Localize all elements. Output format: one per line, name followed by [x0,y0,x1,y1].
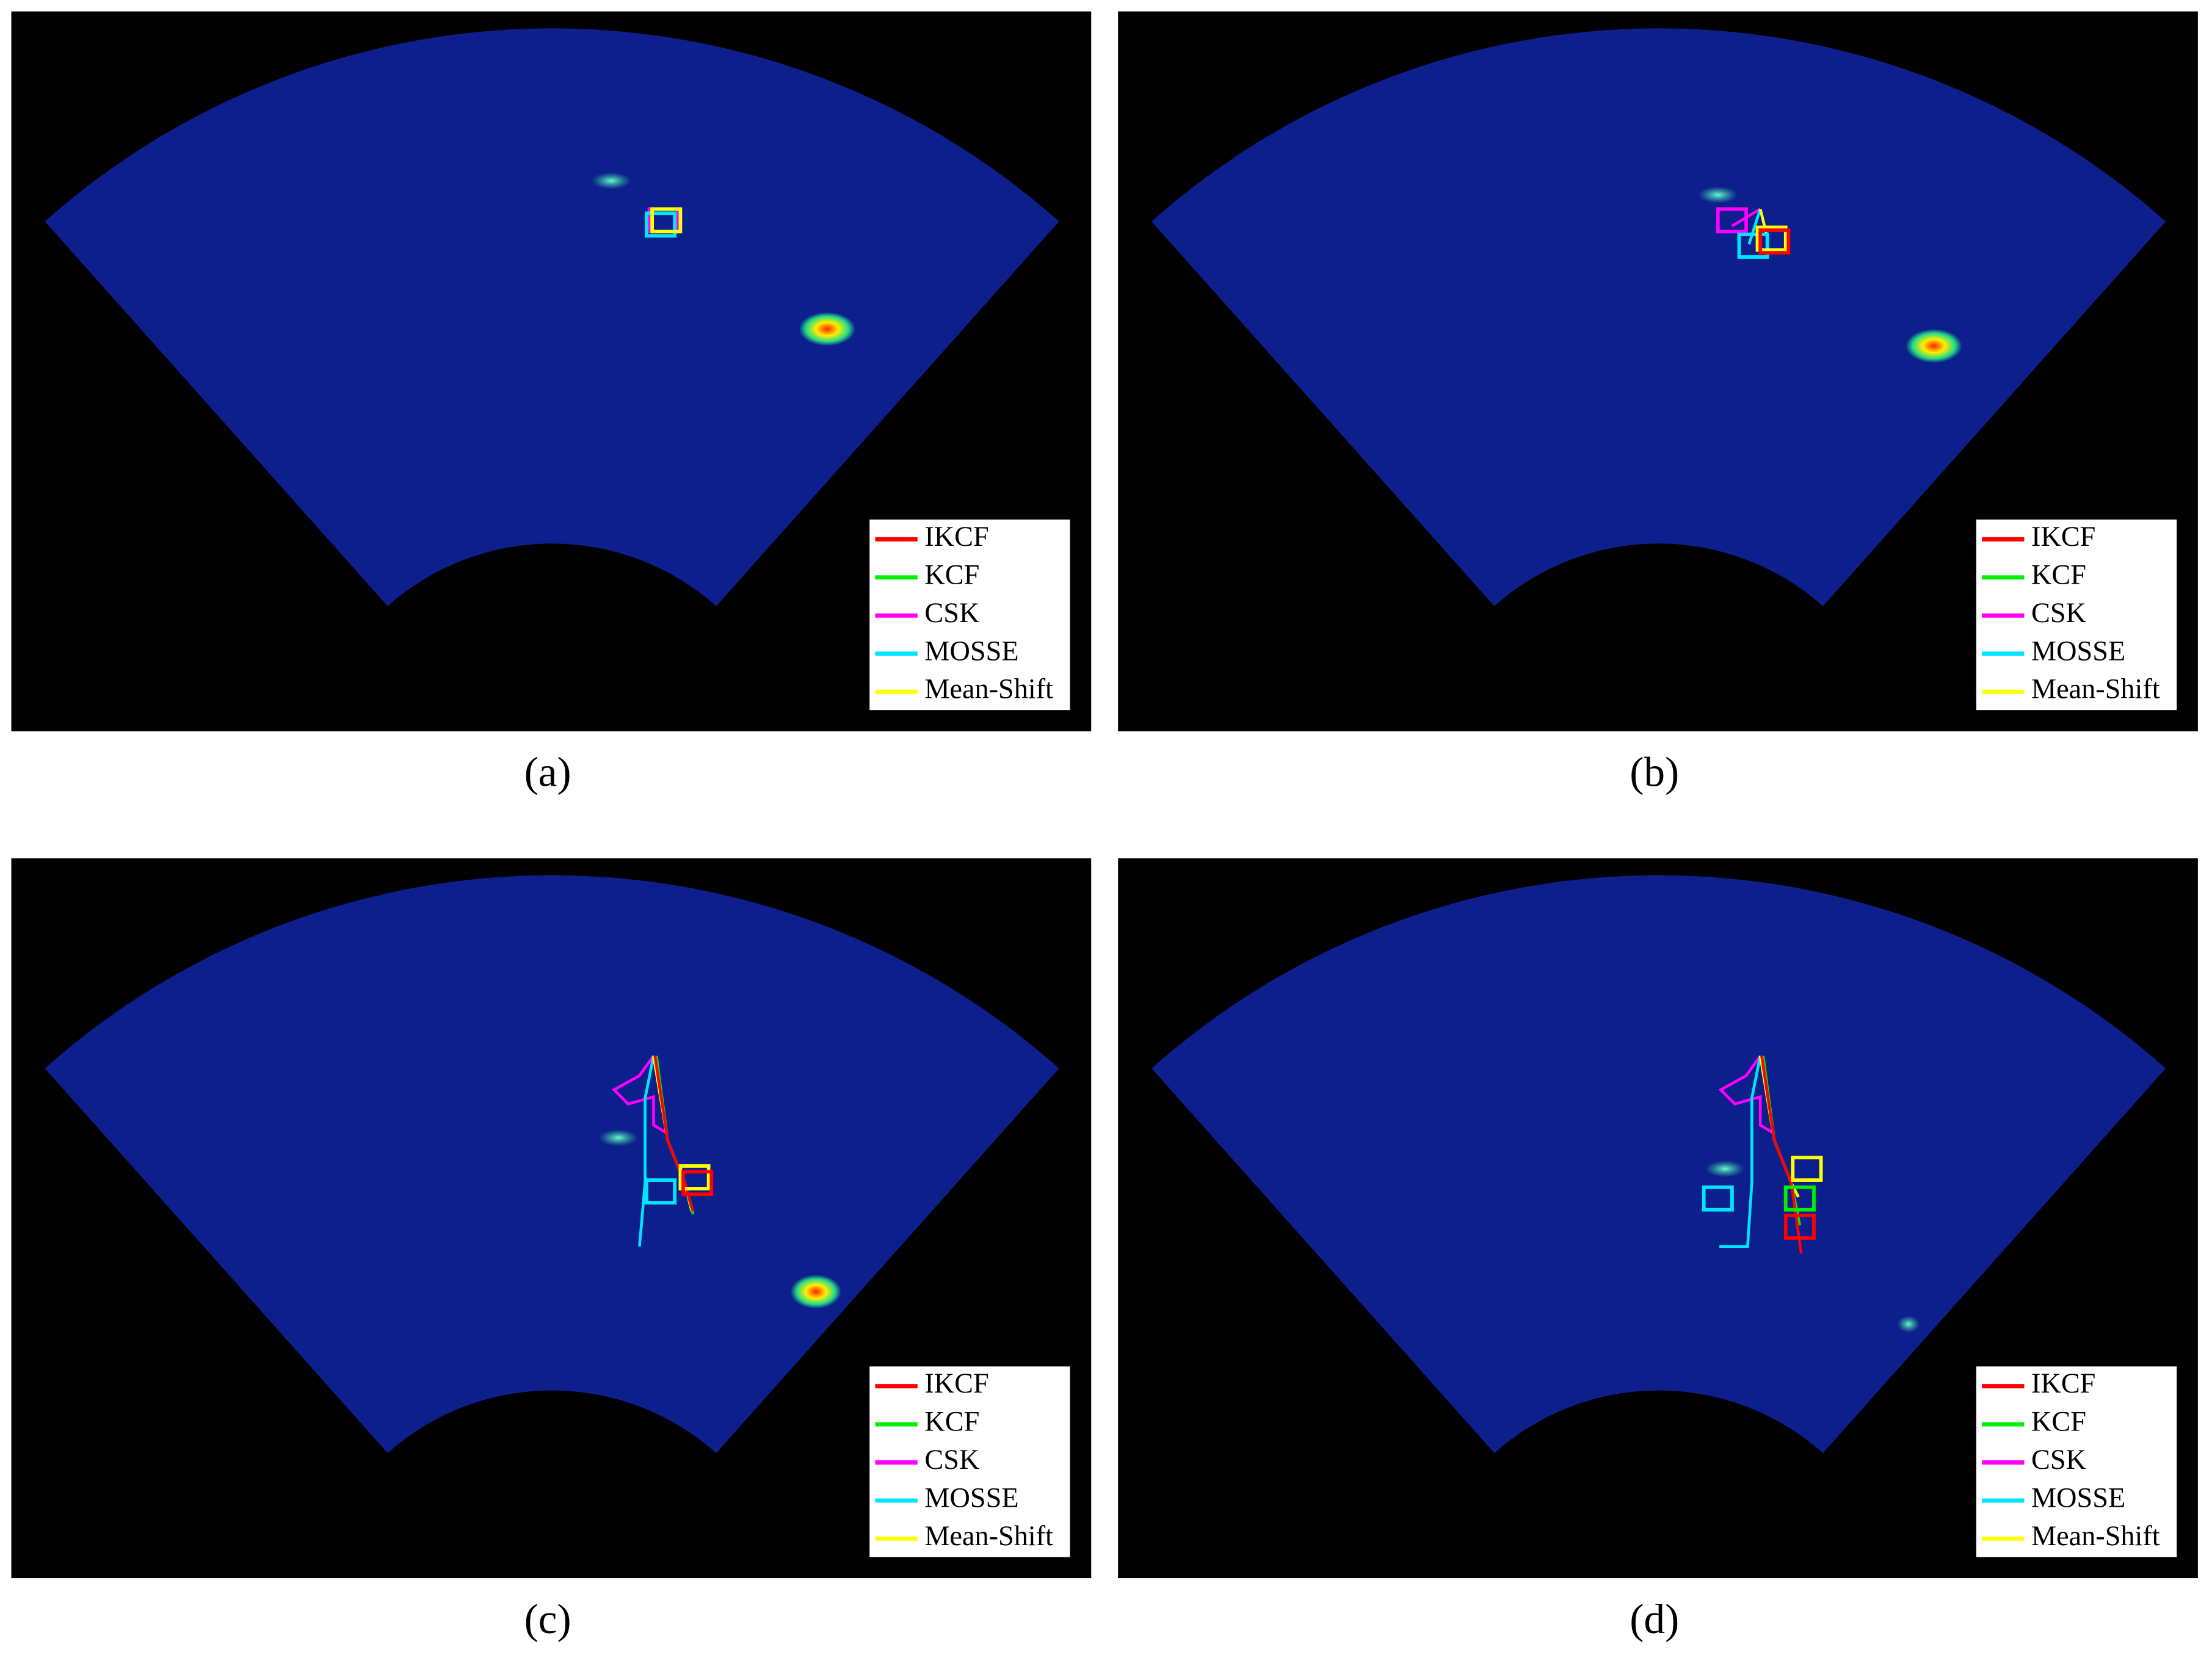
tracking-box [681,1170,714,1197]
legend-label: MOSSE [924,636,1018,667]
legend-label: IKCF [924,521,988,553]
echo-blob [1698,186,1738,204]
track-line [1760,1056,1803,1254]
track-line [1747,208,1762,245]
legend-label: MOSSE [2031,1483,2125,1514]
track-line [653,1056,695,1212]
panel: IKCF KCF CSK MOSSE Mean-Shift (b) [1118,11,2198,796]
legend-label: KCF [924,1407,979,1438]
echo-blob [591,172,631,190]
legend-label: Mean-Shift [2031,674,2160,705]
caption: (c) [524,1596,571,1643]
legend-label: Mean-Shift [2031,1521,2160,1552]
panel: IKCF KCF CSK MOSSE Mean-Shift (a) [11,11,1092,796]
tracking-box [1702,1185,1734,1212]
track-line [611,1055,669,1135]
tracking-box [1755,225,1788,252]
track-line [638,1056,655,1247]
track-line [1719,1056,1762,1248]
echo-blob [790,1274,841,1309]
tracking-box [1783,1185,1816,1212]
legend-label: IKCF [2031,1368,2095,1399]
legend-label: KCF [2031,1407,2086,1438]
tracking-box [1716,207,1748,234]
track-line [1758,208,1769,238]
legend-label: CSK [2031,598,2086,629]
track-line [1718,1055,1775,1135]
sonar-fan [45,28,1059,606]
tracking-box [645,1178,677,1205]
tracking-box [1758,228,1791,255]
legend-label: CSK [924,598,979,629]
tracking-box [1791,1156,1823,1182]
caption: (b) [1630,749,1679,796]
tracking-box [1737,233,1769,259]
legend-label: CSK [2031,1444,2086,1476]
legend-label: MOSSE [924,1483,1018,1514]
legend-label: MOSSE [2031,636,2125,667]
sonar-fan [1151,875,2166,1454]
tracking-box [678,1164,711,1190]
legend-label: KCF [2031,559,2086,590]
echo-blob [1897,1316,1920,1333]
legend-label: IKCF [2031,521,2095,553]
tracking-box [1783,1213,1816,1240]
legend-label: CSK [924,1444,979,1476]
panel: IKCF KCF CSK MOSSE Mean-Shift (d) [1118,858,2198,1643]
tracking-box [645,211,677,238]
legend-label: KCF [924,559,979,590]
echo-blob [598,1129,639,1147]
panel: IKCF KCF CSK MOSSE Mean-Shift (c) [11,858,1092,1643]
legend-label: IKCF [924,1368,988,1399]
echo-blob [799,312,856,346]
tracking-box [650,207,683,234]
caption: (a) [524,749,571,796]
caption: (d) [1630,1596,1679,1643]
echo-blob [1705,1160,1745,1178]
sonar-fan [45,875,1059,1454]
echo-blob [1906,328,1962,363]
sonar-fan [1151,28,2166,606]
legend-label: Mean-Shift [924,674,1053,705]
legend-label: Mean-Shift [924,1521,1053,1552]
